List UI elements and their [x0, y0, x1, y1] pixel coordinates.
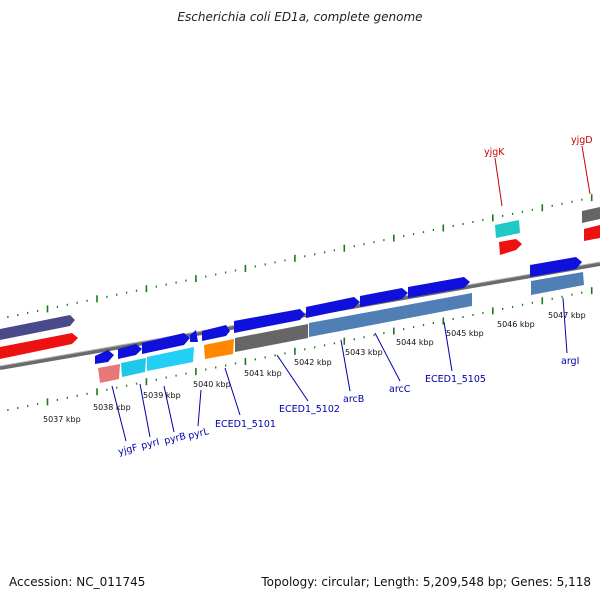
tick-label-5039: 5039 kbp [143, 391, 181, 400]
feature-cyan-2[interactable] [147, 347, 194, 371]
cds-ECED1_5102[interactable] [234, 309, 305, 333]
gene-label-ECED1_5105: ECED1_5105 [425, 374, 486, 385]
tick-label-5038: 5038 kbp [93, 403, 131, 412]
cds-pyrL[interactable] [190, 330, 198, 342]
lower-label-connectors [111, 297, 568, 442]
accession-text: Accession: NC_011745 [9, 575, 146, 589]
map-title: Escherichia coli ED1a, complete genome [177, 10, 423, 24]
topology-text: Topology: circular; Length: 5,209,548 bp… [261, 575, 591, 589]
feature-left-red[interactable] [0, 333, 78, 359]
lower-gene-labels: yjgF pyrI pyrB pyrL ECED1_5101 ECED1_510… [117, 356, 579, 458]
cds-ECED1_5105[interactable] [408, 277, 470, 298]
kbp-tick-labels: 5037 kbp 5038 kbp 5039 kbp 5040 kbp 5041… [43, 311, 586, 424]
gene-label-yjgD: yjgD [571, 135, 593, 146]
cds-pyrB[interactable] [142, 333, 190, 354]
cds-arcB[interactable] [306, 297, 360, 318]
feature-left-slate[interactable] [0, 315, 75, 340]
feature-red-top-right[interactable] [584, 225, 600, 241]
upper-tick-ruler [7, 194, 593, 318]
tick-label-5046: 5046 kbp [497, 320, 535, 329]
gene-label-yjgK: yjgK [484, 147, 505, 158]
tick-label-5040: 5040 kbp [193, 380, 231, 389]
feature-steel-long[interactable] [309, 293, 472, 337]
gene-label-pyrB: pyrB [163, 431, 187, 447]
upper-label-connectors [494, 145, 591, 207]
feature-cyan-1[interactable] [121, 358, 146, 377]
feature-steel-argI[interactable] [531, 272, 584, 295]
tick-label-5042: 5042 kbp [294, 358, 332, 367]
feature-gray-long[interactable] [235, 324, 308, 352]
gene-label-arcB: arcB [343, 394, 364, 405]
gene-label-pyrL: pyrL [187, 426, 211, 442]
cds-arcC[interactable] [360, 288, 408, 307]
upper-gene-labels: yjgK yjgD [484, 135, 593, 158]
gene-label-ECED1_5101: ECED1_5101 [215, 419, 276, 430]
gene-label-yjgF: yjgF [117, 442, 139, 457]
cds-ECED1_5101[interactable] [202, 325, 230, 341]
feature-pink[interactable] [98, 364, 120, 383]
tick-label-5041: 5041 kbp [244, 369, 282, 378]
gene-label-argI: argI [561, 356, 579, 367]
feature-orange[interactable] [204, 339, 234, 359]
lower-tick-ruler [7, 287, 593, 411]
tick-label-5047: 5047 kbp [548, 311, 586, 320]
feature-gray-top-right[interactable] [582, 207, 600, 223]
tick-label-5043: 5043 kbp [345, 348, 383, 357]
gene-label-arcC: arcC [389, 384, 411, 395]
feature-cyan-top[interactable] [495, 220, 520, 238]
cds-yjgF[interactable] [95, 350, 114, 364]
tick-label-5037: 5037 kbp [43, 415, 81, 424]
gene-label-ECED1_5102: ECED1_5102 [279, 404, 340, 415]
feature-red-top[interactable] [499, 239, 522, 255]
tick-label-5044: 5044 kbp [396, 338, 434, 347]
cds-pyrI[interactable] [118, 344, 142, 359]
tick-label-5045: 5045 kbp [446, 329, 484, 338]
gene-label-pyrI: pyrI [140, 437, 160, 452]
cds-argI[interactable] [530, 257, 582, 277]
